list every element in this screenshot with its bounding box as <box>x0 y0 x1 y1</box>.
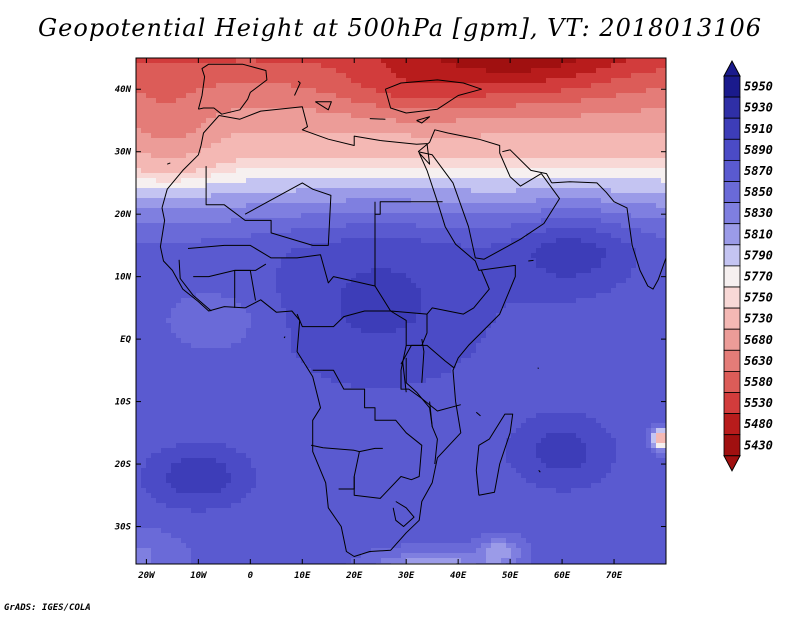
lesotho-swaziland <box>392 501 415 527</box>
arabia-coastline <box>417 129 560 260</box>
india-coastline <box>551 181 666 290</box>
colorbar-label: 5430 <box>744 438 773 452</box>
lat-tick-label: 30N <box>114 148 132 158</box>
lat-tick-label: 10N <box>115 273 132 283</box>
iberia-coastline <box>197 63 268 115</box>
colorbar-label: 5850 <box>744 185 773 199</box>
colorbar-label: 5580 <box>744 375 773 389</box>
colorbar-swatch <box>723 202 741 225</box>
sao-tome <box>283 336 286 339</box>
colorbar-label: 5930 <box>744 101 773 115</box>
lat-tick-label: 10S <box>115 398 132 408</box>
sicily <box>315 101 332 111</box>
sahel-borders <box>187 244 490 315</box>
colorbar-swatch <box>723 75 741 98</box>
central-africa-borders <box>296 310 461 412</box>
colorbar-swatch <box>723 265 741 288</box>
lon-tick-label: 50E <box>502 571 519 581</box>
colorbar-label: 5890 <box>744 143 773 157</box>
lake-region-borders <box>405 357 438 465</box>
colorbar-label: 5810 <box>744 227 773 241</box>
colorbar-swatch <box>723 392 741 415</box>
geopotential-field <box>136 58 666 564</box>
colorbar-label: 5870 <box>744 164 773 178</box>
lon-tick-label: 0 <box>248 571 254 581</box>
colorbar-swatch <box>723 223 741 246</box>
colorbar-swatch <box>723 370 741 393</box>
anatolia-coastline <box>384 79 482 114</box>
lake-tanganyika <box>402 360 407 393</box>
lon-tick-label: 40E <box>450 571 467 581</box>
lon-tick-label: 10E <box>294 571 311 581</box>
lon-tick-label: 20E <box>345 571 363 581</box>
colorbar-swatch <box>723 413 741 436</box>
lon-tick-label: 30E <box>397 571 415 581</box>
colorbar-swatch <box>723 286 741 309</box>
colorbar-swatch <box>723 96 741 119</box>
colorbar-label: 5680 <box>744 333 773 347</box>
coastlines-and-borders <box>126 63 666 557</box>
colorbar-swatch <box>723 349 741 372</box>
colorbar-swatch <box>723 307 741 330</box>
lat-tick-label: EQ <box>120 335 131 345</box>
kalahari-borders <box>338 476 355 490</box>
colorbar-swatch <box>723 138 741 161</box>
sahara-borders <box>205 166 332 246</box>
lon-tick-label: 70E <box>606 571 623 581</box>
east-africa-borders <box>400 344 455 369</box>
axis-ticks: 40N 30N 20N 10N EQ 10S 20S 30S 20W 10W 0 10E 20E 30E 4… <box>114 58 666 581</box>
sardinia <box>294 80 301 96</box>
cyprus <box>416 116 431 124</box>
ghana-borders <box>234 269 256 308</box>
colorbar-swatch <box>723 434 741 457</box>
colorbar-bottom-arrow <box>723 455 741 472</box>
map-title: Geopotential Height at 500hPa [gpm], VT:… <box>38 14 762 42</box>
sudan-egypt-border <box>375 201 443 215</box>
colorbar-label: 5770 <box>744 269 773 283</box>
colorbar-label: 5830 <box>744 206 773 220</box>
colorbar-swatch <box>723 328 741 351</box>
grads-credit: GrADS: IGES/COLA <box>4 603 91 613</box>
lon-tick-label: 60E <box>554 571 571 581</box>
crete <box>369 118 386 120</box>
colorbar-swatch <box>723 159 741 182</box>
colorbar-swatch <box>723 117 741 140</box>
colorbar-label: 5910 <box>744 122 773 136</box>
colorbar: 5950 5930 5910 5890 5870 5850 5830 5810 5790 5770… <box>723 59 773 472</box>
colorbar-top-arrow <box>723 59 741 77</box>
madagascar-coastline <box>475 413 514 496</box>
colorbar-swatch <box>723 244 741 267</box>
colorbar-swatch <box>723 181 741 204</box>
lake-victoria <box>421 339 425 383</box>
iran-coastline <box>502 149 553 184</box>
plot-frame <box>135 57 667 565</box>
colorbar-label: 5790 <box>744 248 773 262</box>
colorbar-label: 5630 <box>744 354 773 368</box>
colorbar-label: 5750 <box>744 291 773 305</box>
socotra <box>528 259 534 262</box>
colorbar-label: 5530 <box>744 396 773 410</box>
lake-malawi <box>429 401 433 427</box>
lat-tick-label: 30S <box>114 523 132 533</box>
comoros <box>475 411 481 417</box>
colorbar-label: 5730 <box>744 312 773 326</box>
uganda-borders <box>406 314 428 346</box>
lat-tick-label: 20S <box>114 460 132 470</box>
lat-tick-label: 20N <box>114 210 132 220</box>
cape-verde <box>126 236 133 239</box>
reunion <box>538 469 541 473</box>
guinea-borders <box>178 259 212 312</box>
lat-tick-label: 40N <box>115 85 132 95</box>
africa-coastline <box>159 106 516 557</box>
canary-islands <box>167 162 171 165</box>
lon-tick-label: 20W <box>137 571 156 581</box>
lon-tick-label: 10W <box>190 571 208 581</box>
colorbar-label: 5950 <box>744 80 773 94</box>
seychelles <box>537 367 539 369</box>
namibia-angola-border <box>310 444 360 453</box>
colorbar-label: 5480 <box>744 417 773 431</box>
